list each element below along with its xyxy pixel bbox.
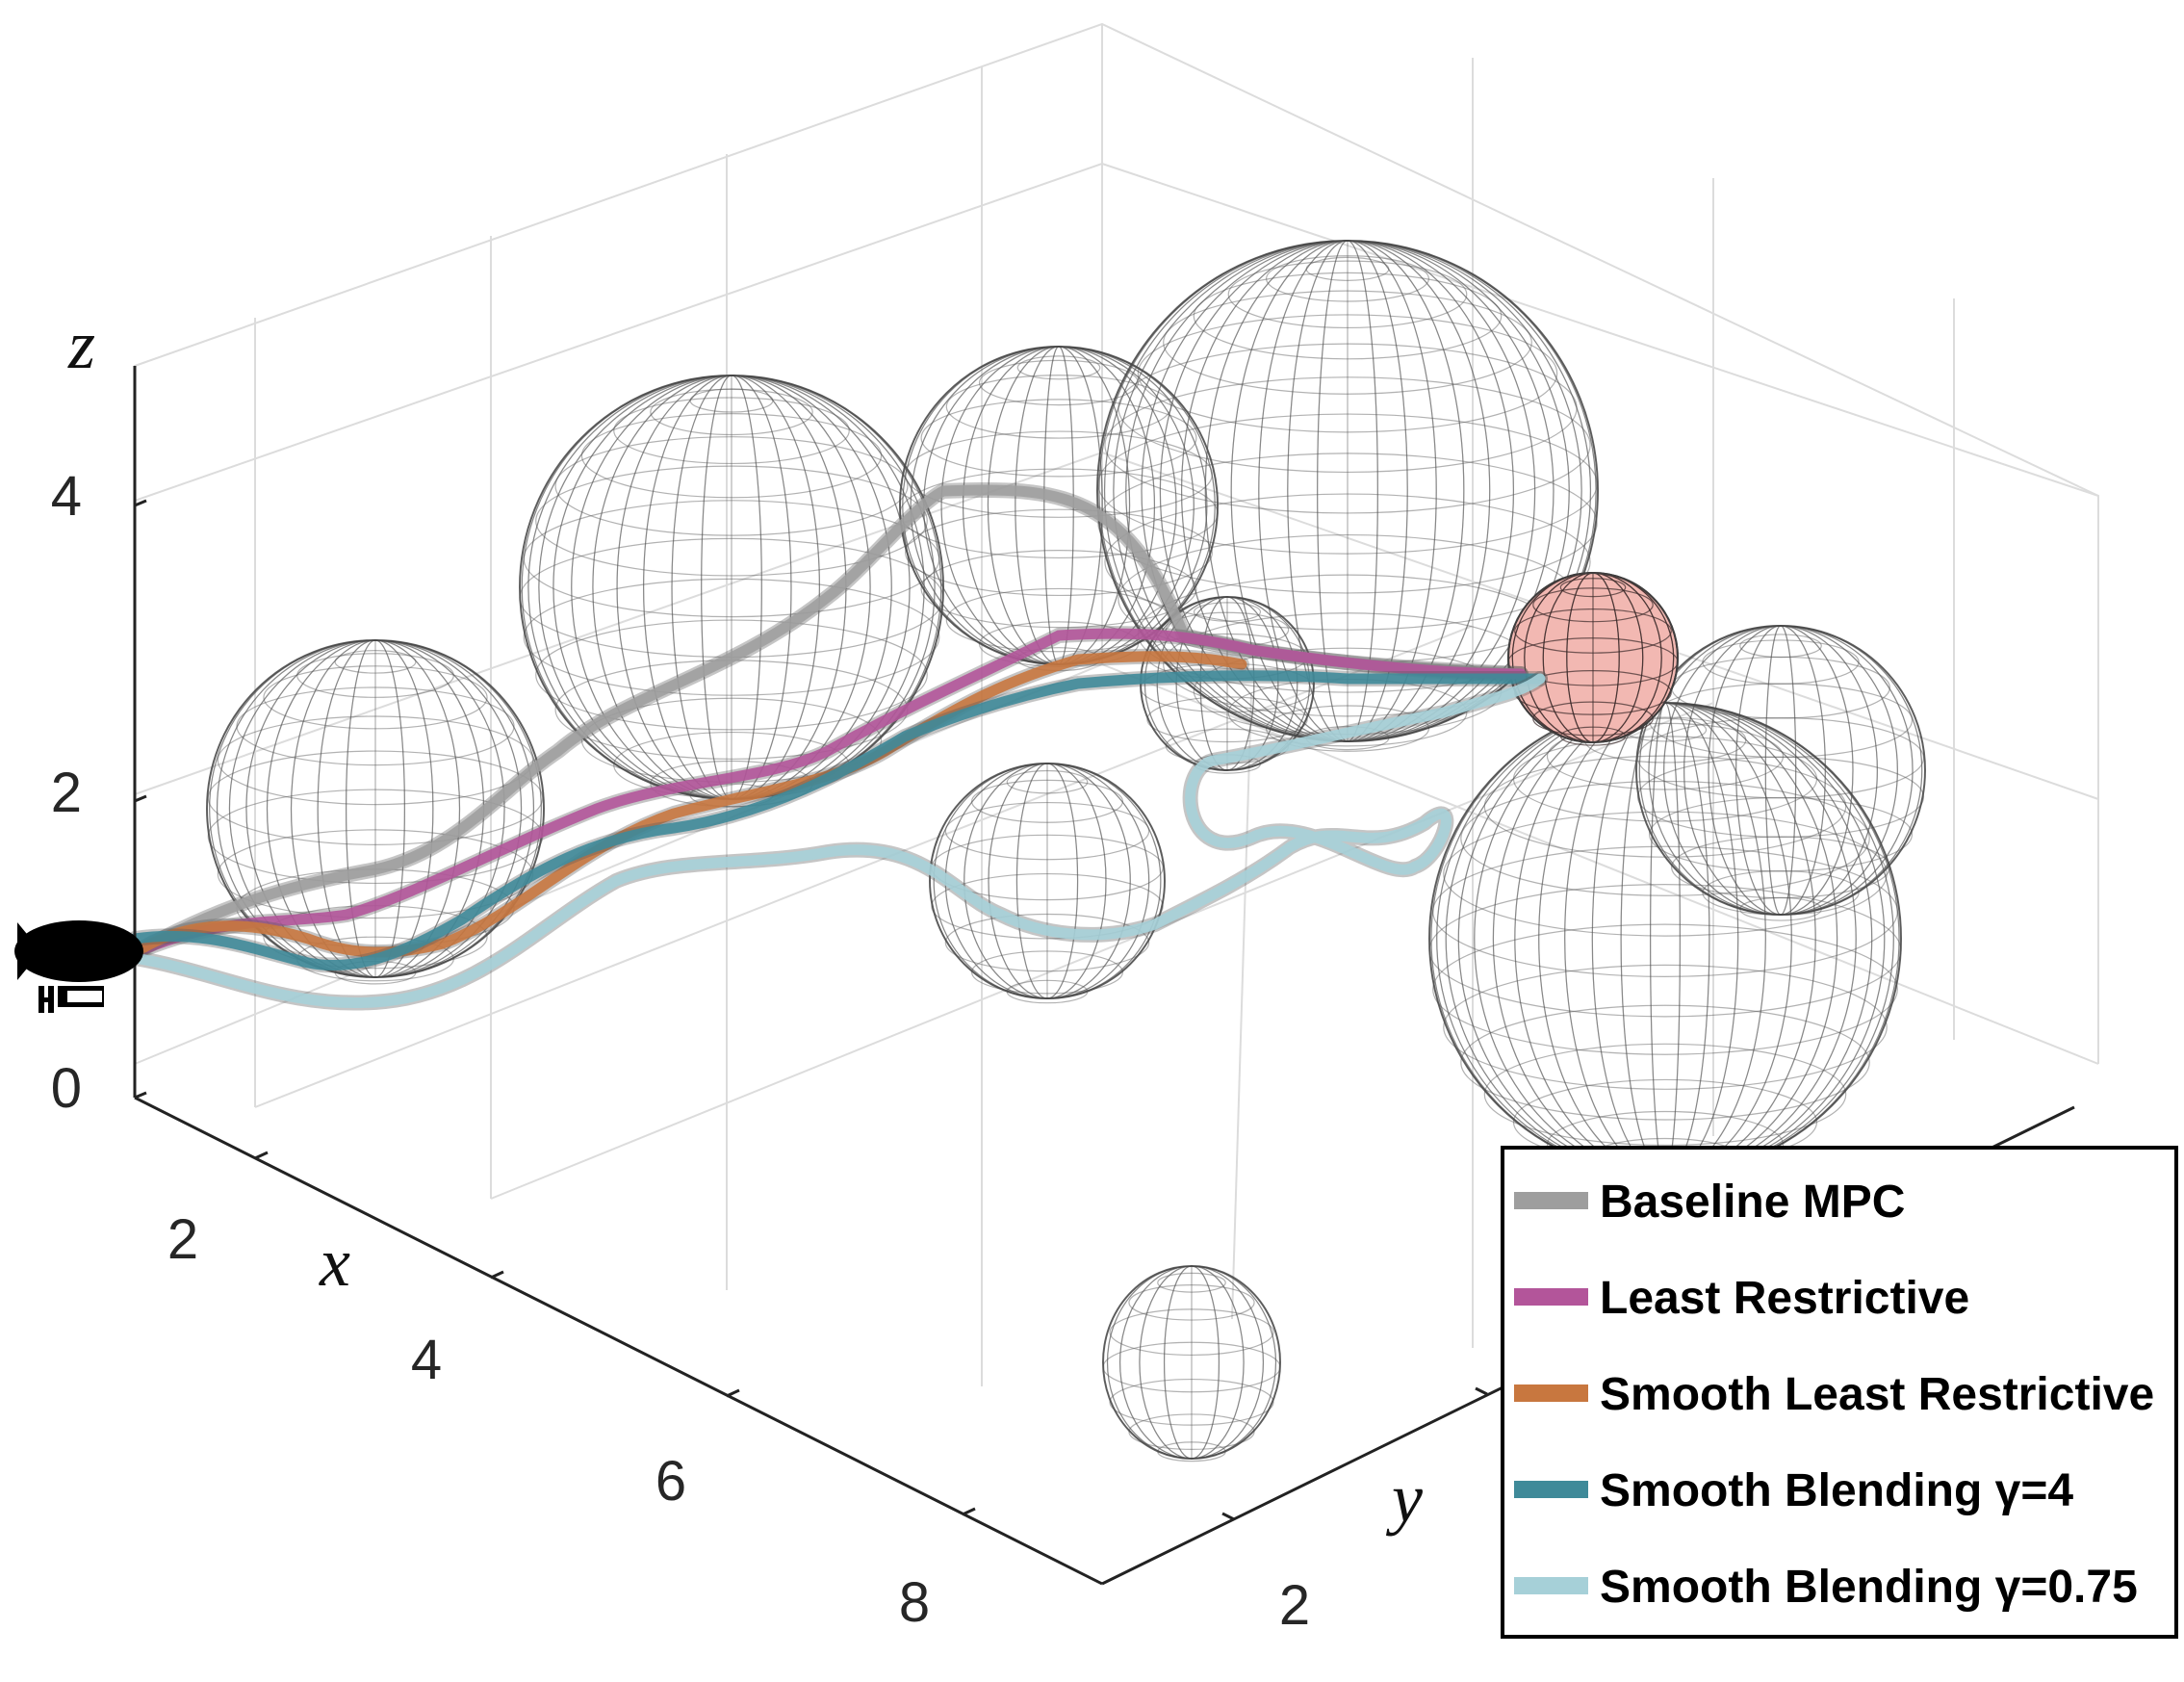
series-line	[127, 648, 1249, 961]
legend-label: Smooth Least Restrictive	[1600, 1369, 2154, 1420]
x-tick-label: 8	[899, 1571, 930, 1634]
z-tick-label: 2	[51, 762, 82, 824]
legend-swatch	[1514, 1481, 1588, 1498]
x-axis-label: x	[319, 1224, 350, 1301]
legend-label: Smooth Blending γ=4	[1600, 1465, 2073, 1516]
legend-swatch	[1514, 1384, 1588, 1402]
series-line	[127, 626, 1529, 961]
obstacle-sphere	[1102, 1265, 1281, 1462]
obstacle-sphere	[1428, 702, 1902, 1185]
y-axis-label: y	[1385, 1460, 1423, 1537]
blimp-icon	[14, 920, 143, 1013]
legend-label: Least Restrictive	[1600, 1273, 1969, 1324]
target-sphere	[1507, 572, 1679, 746]
x-tick-label: 4	[411, 1329, 442, 1391]
x-tick-label: 6	[655, 1450, 686, 1513]
legend-swatch	[1514, 1577, 1588, 1594]
obstacle-sphere	[1096, 240, 1599, 752]
trajectories	[127, 481, 1548, 1011]
series-line	[127, 667, 1548, 973]
tick-labels: 0 2 4 2 4 6 8 2	[51, 465, 1310, 1637]
z-axis-label: z	[67, 306, 95, 383]
legend-swatch	[1514, 1288, 1588, 1306]
legend-label: Baseline MPC	[1600, 1177, 1905, 1228]
legend-label: Smooth Blending γ=0.75	[1600, 1562, 2138, 1613]
series-line	[127, 671, 1548, 1011]
obstacle-sphere	[929, 763, 1166, 1004]
legend-swatch	[1514, 1192, 1588, 1209]
z-tick-label: 4	[51, 465, 82, 528]
y-tick-label: 2	[1279, 1574, 1310, 1637]
z-tick-label: 0	[51, 1057, 82, 1120]
obstacle-sphere	[1635, 625, 1926, 921]
legend-box	[1501, 1146, 2178, 1639]
obstacle-sphere	[1140, 596, 1315, 774]
x-axis-line	[134, 1096, 1103, 1586]
x-tick-label: 2	[167, 1208, 198, 1271]
legend: Baseline MPC Least Restrictive Smooth Leas…	[1501, 1146, 2178, 1639]
